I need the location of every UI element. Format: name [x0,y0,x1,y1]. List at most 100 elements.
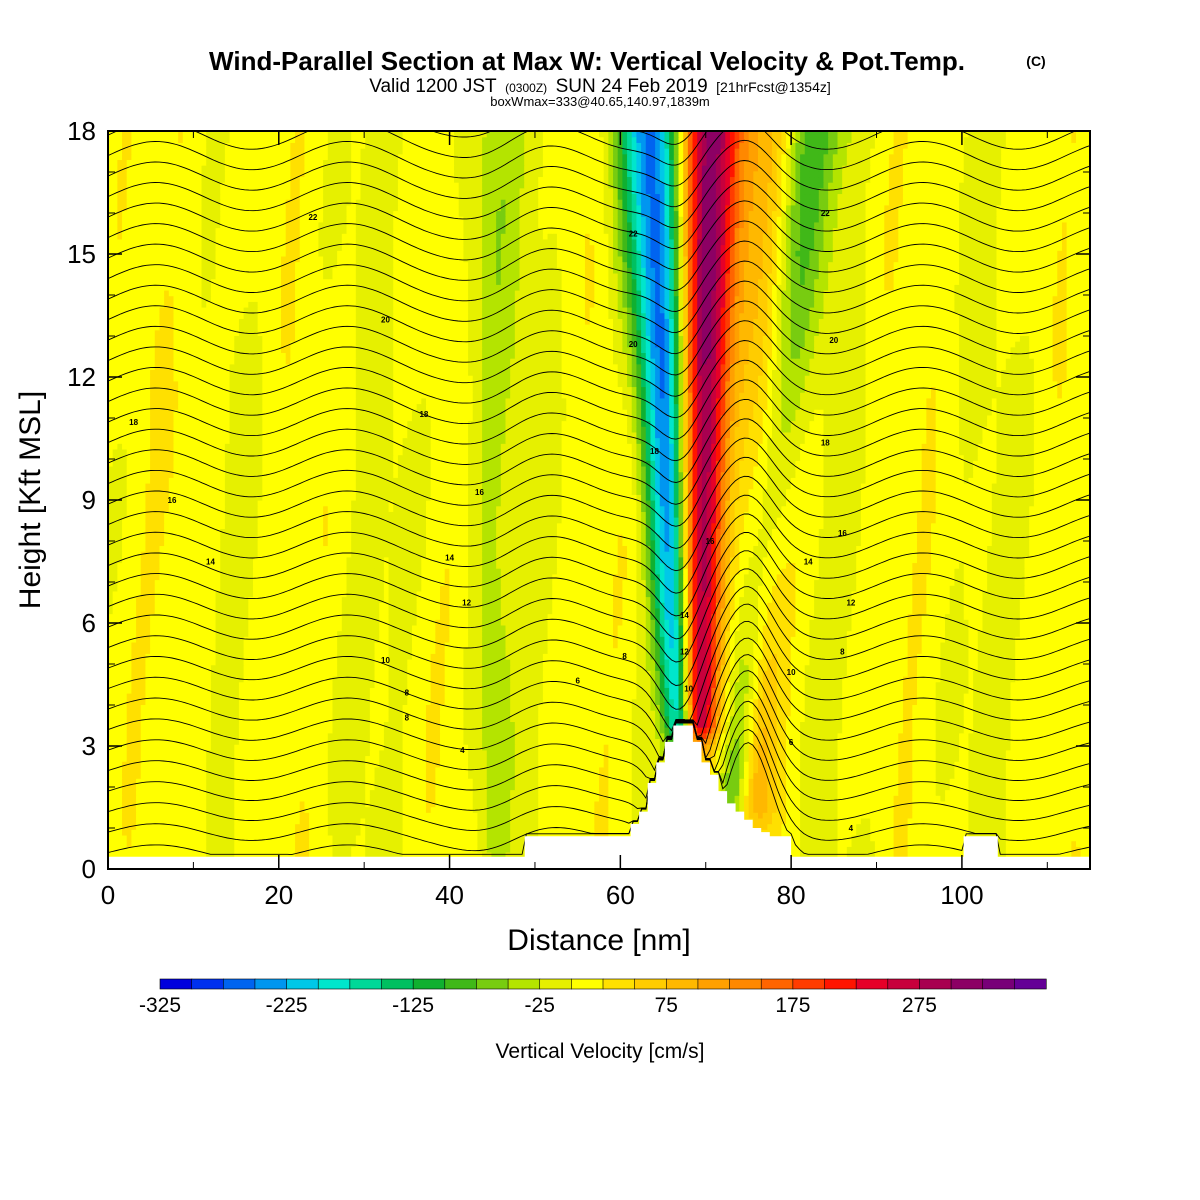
velocity-cell [384,755,389,761]
velocity-cell [304,778,309,784]
velocity-cell [1071,750,1076,756]
velocity-cell [978,778,983,784]
velocity-cell [1076,738,1081,744]
velocity-cell [954,767,959,773]
velocity-cell [627,767,632,773]
velocity-cell [594,761,599,767]
velocity-cell [912,841,917,847]
velocity-cell [903,750,908,756]
velocity-cell [599,738,604,744]
velocity-cell [169,829,174,835]
velocity-cell [398,738,403,744]
velocity-cell [463,738,468,744]
velocity-cell [248,824,253,830]
velocity-cell [837,824,842,830]
velocity-cell [206,778,211,784]
velocity-cell [884,829,889,835]
velocity-cell [356,750,361,756]
velocity-cell [973,784,978,790]
velocity-cell [183,835,188,841]
velocity-cell [351,738,356,744]
velocity-cell [258,755,263,761]
velocity-cell [426,835,431,841]
velocity-cell [361,733,366,739]
velocity-cell [356,829,361,835]
velocity-cell [258,790,263,796]
velocity-cell [856,829,861,835]
velocity-cell [866,784,871,790]
velocity-cell [342,801,347,807]
velocity-cell [290,846,295,852]
velocity-cell [763,801,768,807]
velocity-cell [580,784,585,790]
velocity-cell [805,778,810,784]
velocity-cell [459,801,464,807]
velocity-cell [922,784,927,790]
velocity-cell [562,772,567,778]
velocity-cell [580,733,585,739]
velocity-cell [922,790,927,796]
velocity-cell [795,750,800,756]
velocity-cell [842,761,847,767]
velocity-cell [1015,801,1020,807]
velocity-cell [1043,818,1048,824]
velocity-cell [407,784,412,790]
velocity-cell [1076,750,1081,756]
velocity-cell [463,801,468,807]
velocity-cell [931,807,936,813]
velocity-cell [576,795,581,801]
velocity-cell [216,841,221,847]
velocity-cell [487,755,492,761]
velocity-cell [1029,829,1034,835]
velocity-cell [309,755,314,761]
velocity-cell [248,841,253,847]
velocity-cell [1006,778,1011,784]
velocity-cell [912,801,917,807]
velocity-cell [996,767,1001,773]
velocity-cell [725,784,730,790]
velocity-cell [197,824,202,830]
velocity-cell [744,744,749,750]
velocity-cell [234,795,239,801]
velocity-cell [173,824,178,830]
velocity-cell [501,772,506,778]
velocity-cell [982,761,987,767]
velocity-cell [1053,778,1058,784]
velocity-cell [398,733,403,739]
velocity-cell [276,767,281,773]
velocity-cell [295,846,300,852]
velocity-cell [940,790,945,796]
velocity-cell [267,835,272,841]
velocity-cell [178,812,183,818]
velocity-cell [894,778,899,784]
velocity-cell [159,733,164,739]
velocity-cell [856,744,861,750]
velocity-cell [842,750,847,756]
velocity-cell [912,761,917,767]
velocity-cell [491,818,496,824]
velocity-cell [197,818,202,824]
velocity-cell [903,835,908,841]
velocity-cell [744,761,749,767]
velocity-cell [524,795,529,801]
velocity-cell [164,767,169,773]
velocity-cell [202,795,207,801]
velocity-cell [309,818,314,824]
velocity-cell [188,772,193,778]
velocity-cell [566,801,571,807]
velocity-cell [627,812,632,818]
velocity-cell [440,790,445,796]
velocity-cell [1057,824,1062,830]
velocity-cell [1011,744,1016,750]
velocity-cell [548,807,553,813]
velocity-cell [1062,744,1067,750]
velocity-cell [580,761,585,767]
velocity-cell [538,733,543,739]
velocity-cell [164,812,169,818]
velocity-cell [136,812,141,818]
velocity-cell [468,772,473,778]
velocity-cell [852,778,857,784]
velocity-cell [1001,784,1006,790]
velocity-cell [183,829,188,835]
velocity-cell [510,767,515,773]
